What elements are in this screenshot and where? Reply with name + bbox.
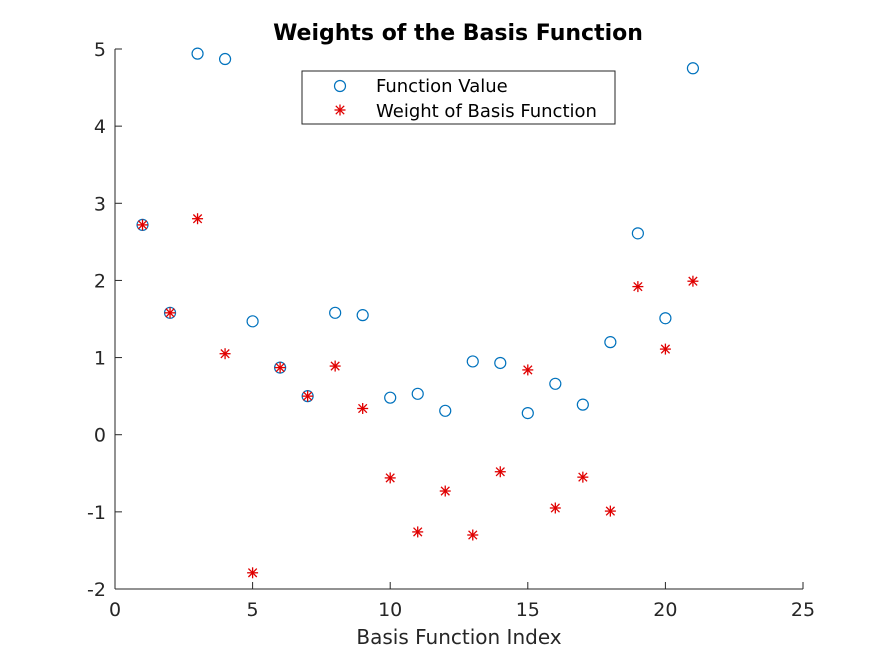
data-point-circle — [466, 355, 479, 368]
data-point-asterisk — [632, 281, 644, 293]
y-tick-label: 4 — [94, 116, 106, 138]
y-tick-label: 0 — [94, 425, 106, 447]
data-point-asterisk — [137, 219, 149, 231]
x-tick-label: 20 — [653, 599, 677, 621]
data-point-circle — [631, 227, 644, 240]
data-point-circle — [604, 336, 617, 349]
data-point-asterisk — [247, 567, 259, 579]
x-tick-label: 10 — [378, 599, 402, 621]
data-point-asterisk — [604, 505, 616, 517]
data-point-circle — [494, 356, 507, 370]
data-point-asterisk — [549, 502, 561, 514]
y-tick-label: 1 — [94, 348, 106, 370]
legend-box — [301, 70, 616, 125]
data-point-circle — [686, 62, 700, 75]
ticks: 0 5 10 15 20 25 -2 -1 0 1 2 3 4 5 — [87, 39, 815, 621]
data-point-asterisk — [494, 466, 506, 478]
data-point-asterisk — [659, 343, 671, 355]
y-tick-label: -1 — [87, 502, 106, 524]
data-point-asterisk — [357, 402, 369, 414]
data-point-asterisk — [577, 471, 589, 483]
data-point-circle — [439, 404, 452, 417]
data-point-asterisk — [439, 485, 451, 497]
axes — [114, 49, 803, 590]
data-point-circle — [246, 315, 259, 328]
legend-asterisk-marker — [334, 104, 346, 116]
data-point-asterisk — [302, 390, 314, 402]
y-tick-label: -2 — [87, 579, 106, 601]
data-point-asterisk — [219, 348, 231, 360]
data-point-asterisk — [467, 529, 479, 541]
y-tick-label: 2 — [94, 270, 106, 292]
data-point-asterisk — [192, 213, 204, 225]
y-tick-label: 3 — [94, 193, 106, 215]
data-point-circle — [659, 312, 672, 325]
legend-circle-marker — [333, 79, 347, 93]
data-point-asterisk — [687, 275, 699, 287]
data-point-circle — [549, 377, 562, 390]
data-point-circle — [356, 309, 369, 322]
data-point-asterisk — [274, 362, 286, 374]
data-point-circle — [411, 387, 424, 400]
data-point-asterisk — [164, 307, 176, 319]
data-point-circle — [191, 47, 204, 60]
legend-label-function-value: Function Value — [376, 76, 508, 97]
data-point-asterisk — [522, 364, 534, 376]
x-tick-label: 15 — [516, 599, 540, 621]
series-layer — [136, 47, 700, 579]
legend: Function Value Weight of Basis Function — [301, 70, 616, 125]
chart-title: Weights of the Basis Function — [273, 21, 643, 46]
data-point-circle — [329, 306, 342, 319]
legend-marker-function-value — [333, 79, 347, 93]
x-axis-label: Basis Function Index — [356, 625, 561, 649]
y-tick-label: 5 — [94, 39, 106, 61]
data-point-asterisk — [384, 472, 396, 484]
x-tick-label: 5 — [247, 599, 259, 621]
data-point-circle — [384, 391, 397, 404]
legend-marker-weight — [334, 104, 346, 116]
data-point-asterisk — [412, 526, 424, 538]
data-point-circle — [521, 407, 534, 420]
x-tick-label: 0 — [109, 599, 121, 621]
data-point-asterisk — [329, 360, 341, 372]
data-point-circle — [576, 398, 589, 411]
data-point-circle — [218, 52, 232, 66]
x-tick-label: 25 — [791, 599, 815, 621]
legend-label-weight: Weight of Basis Function — [376, 101, 597, 122]
series-1 — [137, 213, 699, 579]
